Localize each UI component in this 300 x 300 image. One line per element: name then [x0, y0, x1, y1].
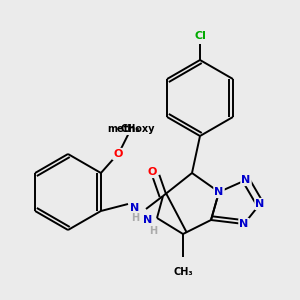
Text: N: N	[255, 199, 265, 209]
Text: CH₃: CH₃	[173, 267, 193, 277]
Text: Cl: Cl	[194, 31, 206, 41]
Text: H: H	[131, 213, 139, 223]
Text: H: H	[149, 226, 157, 236]
Text: N: N	[239, 219, 249, 229]
Text: O: O	[113, 149, 123, 159]
Text: N: N	[242, 175, 250, 185]
Text: CH₃: CH₃	[120, 124, 140, 134]
Text: N: N	[143, 215, 152, 225]
Text: methoxy: methoxy	[107, 124, 155, 134]
Text: O: O	[147, 167, 157, 177]
Text: N: N	[130, 203, 140, 213]
Text: N: N	[214, 187, 224, 197]
